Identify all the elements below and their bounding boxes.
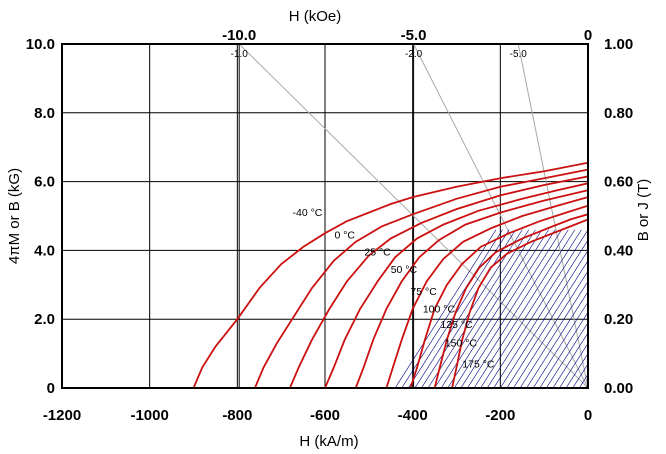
- load-line-label: -2.0: [405, 49, 423, 60]
- temperature-label: 150 °C: [445, 338, 478, 350]
- temperature-label: 25 °C: [364, 247, 391, 259]
- top-tick-label: -5.0: [401, 27, 427, 44]
- top-axis-title: H (kOe): [289, 8, 342, 25]
- hatch-line: [447, 229, 549, 388]
- hatch-line: [486, 229, 588, 388]
- hatch-line: [526, 291, 588, 388]
- y-tick-label: 2.0: [34, 311, 55, 328]
- temperature-label: 175 °C: [462, 358, 495, 370]
- load-line: [238, 43, 589, 389]
- x-tick-label: -800: [222, 407, 252, 424]
- hatch-line: [394, 229, 497, 388]
- temperature-curve: [433, 213, 588, 388]
- hatch-line: [506, 260, 588, 388]
- temperature-curve: [324, 182, 588, 388]
- top-tick-label: -10.0: [222, 27, 256, 44]
- hatch-line: [513, 270, 588, 388]
- hatch-line: [480, 229, 582, 388]
- y-tick-label: 0: [47, 380, 55, 397]
- x-tick-label: -200: [485, 407, 515, 424]
- right-tick-label: 0.80: [604, 105, 633, 122]
- y-tick-label: 6.0: [34, 174, 55, 191]
- right-tick-label: 0.60: [604, 174, 633, 191]
- load-line-label: -5.0: [510, 49, 528, 60]
- hatch-line: [532, 301, 588, 388]
- right-tick-label: 0.40: [604, 242, 633, 259]
- hatch-line: [565, 353, 588, 388]
- right-tick-label: 0.00: [604, 380, 633, 397]
- right-tick-label: 1.00: [604, 36, 633, 53]
- hatch-line: [500, 249, 588, 388]
- hatch-line: [493, 239, 588, 388]
- top-tick-label: 0: [584, 27, 592, 44]
- hatch-line: [559, 342, 588, 388]
- grid: [62, 44, 588, 388]
- hatch-line: [427, 229, 530, 388]
- x-axis-title: H (kA/m): [299, 433, 358, 450]
- temperature-curve: [451, 218, 588, 388]
- temperature-curve: [354, 189, 588, 388]
- temperature-label: 50 °C: [391, 264, 418, 276]
- temperature-curve: [289, 175, 588, 388]
- axis-ticks: -1200 -1000 -800 -600 -400 -200 0 0 2.0 4.0 6.0 8.0…: [26, 27, 633, 424]
- temperature-label: 0 °C: [334, 229, 355, 241]
- temperature-label: 125 °C: [440, 319, 473, 331]
- y-axis-title-right: B or J (T): [635, 179, 652, 242]
- y-tick-label: 8.0: [34, 105, 55, 122]
- temperature-curve: [192, 161, 588, 388]
- x-tick-label: -400: [398, 407, 428, 424]
- temperature-label: 75 °C: [410, 286, 437, 298]
- x-tick-label: 0: [584, 407, 592, 424]
- hatch-line: [473, 229, 576, 388]
- temperature-curve: [409, 204, 588, 388]
- y-axis-title-left: 4πM or B (kG): [6, 168, 23, 264]
- y-tick-label: 10.0: [26, 36, 55, 53]
- temperature-curve: [385, 196, 588, 388]
- temperature-label: 100 °C: [423, 303, 456, 315]
- right-tick-label: 0.20: [604, 311, 633, 328]
- temperature-label: -40 °C: [293, 207, 323, 219]
- hatch-line: [467, 229, 569, 388]
- y-tick-label: 4.0: [34, 242, 55, 259]
- hatch-line: [434, 229, 536, 388]
- plot-frame: [61, 43, 589, 389]
- x-tick-label: -1200: [43, 407, 81, 424]
- hatch-line: [539, 311, 588, 388]
- load-line-label: -1.0: [231, 49, 249, 60]
- hatch-line: [552, 332, 588, 388]
- hatch-line: [454, 229, 556, 388]
- x-tick-label: -600: [310, 407, 340, 424]
- hatch-line: [519, 280, 588, 388]
- hatch-line: [414, 229, 516, 388]
- hatch-line: [460, 229, 562, 388]
- x-tick-label: -1000: [130, 407, 168, 424]
- recoil-hatching: [394, 229, 588, 388]
- hatch-line: [546, 322, 588, 388]
- temperature-curve: [254, 168, 588, 388]
- load-line: [413, 43, 589, 389]
- temperature-curves: [192, 161, 588, 388]
